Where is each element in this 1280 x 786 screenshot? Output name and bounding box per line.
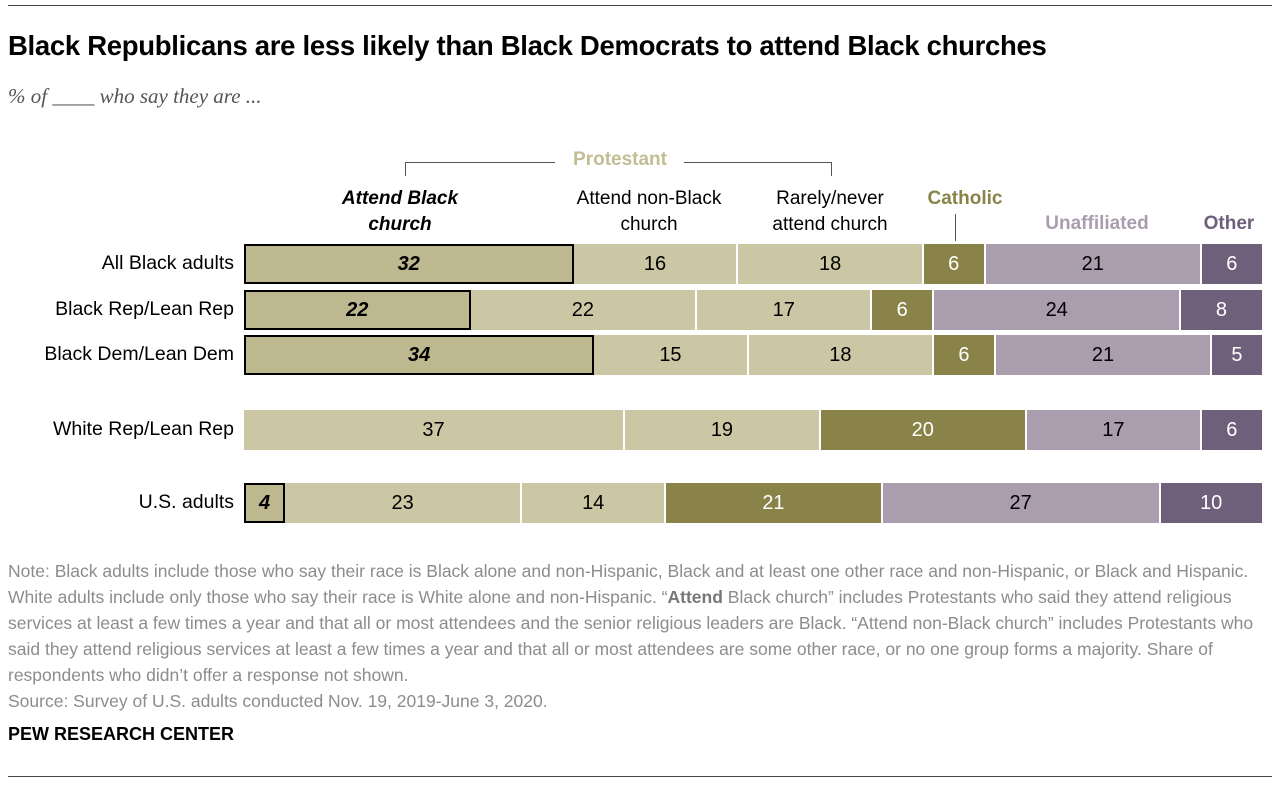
bar-segment-unaffiliated: 21 [995, 335, 1211, 375]
row-label: Black Rep/Lean Rep [55, 298, 234, 320]
row-label: Black Dem/Lean Dem [44, 343, 234, 365]
data-label: 8 [1215, 298, 1228, 321]
bar-segment-attend-non-black-church: 37 [244, 410, 624, 450]
data-label: 6 [1226, 252, 1238, 275]
source-text: Source: Survey of U.S. adults conducted … [8, 691, 548, 711]
header-other: Other [1203, 213, 1255, 234]
data-label: 14 [582, 491, 605, 514]
bar-segment-rarely-never-attend-church: 18 [738, 244, 922, 284]
bar-segment-attend-black-church: 22 [244, 290, 471, 330]
note-text-rest: Black church” includes Protestants who s… [8, 587, 1254, 685]
data-label: 5 [1231, 343, 1243, 366]
data-label: 17 [1102, 418, 1125, 441]
note-bold: Attend [667, 587, 723, 607]
protestant-group-label: Protestant [573, 149, 667, 170]
data-label: 15 [659, 343, 682, 366]
header-line: Rarely/never [776, 188, 884, 209]
top-rule [8, 5, 1272, 6]
data-label: 27 [1009, 491, 1032, 514]
bar-segment-catholic: 21 [666, 483, 881, 523]
bar-segment-catholic: 6 [934, 335, 994, 375]
bar-segment-other: 8 [1181, 290, 1262, 330]
bar-segment-attend-black-church: 32 [244, 244, 574, 284]
data-label: 18 [829, 343, 852, 366]
data-label: 37 [422, 418, 445, 441]
bar-segment-attend-non-black-church: 16 [573, 244, 737, 284]
data-label: 10 [1200, 491, 1223, 514]
data-label: 6 [1226, 418, 1238, 441]
bar-segment-attend-non-black-church: 15 [594, 335, 747, 375]
bar-segment-unaffiliated: 27 [882, 483, 1159, 523]
bar-segment-rarely-never-attend-church: 17 [697, 290, 871, 330]
header-catholic: Catholic [927, 188, 1003, 209]
header-rarely-never: Rarely/never attend church [772, 186, 887, 238]
bar-segment-unaffiliated: 17 [1026, 410, 1200, 450]
data-label: 20 [911, 418, 934, 441]
header-line: church [368, 214, 432, 235]
header-line: church [620, 214, 678, 235]
header-line: attend church [772, 214, 888, 235]
note-text: Note: Black adults include those who say… [8, 561, 1249, 607]
protestant-bracket-left-tick [405, 162, 406, 176]
data-label: 23 [391, 491, 414, 514]
bar-segment-other: 6 [1201, 244, 1262, 284]
bar-segment-other: 10 [1160, 483, 1262, 523]
bar-segment-catholic: 20 [820, 410, 1025, 450]
header-unaffiliated: Unaffiliated [1045, 213, 1149, 234]
bar-segment-rarely-never-attend-church: 18 [748, 335, 933, 375]
protestant-bracket-right [684, 162, 832, 163]
bar-segment-catholic: 6 [872, 290, 933, 330]
bar-segment-rarely-never-attend-church: 14 [522, 483, 665, 523]
chart-subtitle: % of ____ who say they are ... [8, 84, 262, 108]
header-line: Attend Black [341, 188, 459, 209]
bar-segment-other: 5 [1212, 335, 1262, 375]
row-label: U.S. adults [138, 491, 234, 513]
notes: Note: Black adults include those who say… [8, 558, 1278, 714]
bar-segment-attend-black-church: 34 [244, 335, 595, 375]
row-label: White Rep/Lean Rep [52, 418, 234, 440]
data-label: 34 [407, 343, 431, 366]
protestant-bracket-left [405, 162, 555, 163]
data-label: 17 [772, 298, 795, 321]
protestant-bracket-right-tick [831, 162, 832, 176]
data-label: 22 [571, 298, 595, 321]
data-label: 6 [896, 298, 908, 321]
data-label: 4 [259, 491, 271, 514]
bar-segment-attend-non-black-church: 23 [285, 483, 521, 523]
row-label: All Black adults [101, 252, 234, 274]
data-label: 6 [958, 343, 970, 366]
header-line: Attend non-Black [576, 188, 722, 209]
header-attend-black-church: Attend Black church [342, 186, 458, 238]
data-label: 16 [643, 252, 667, 275]
bar-segment-other: 6 [1201, 410, 1262, 450]
data-label: 21 [1091, 343, 1115, 366]
header-attend-non-black-church: Attend non-Black church [577, 186, 722, 238]
bottom-rule [8, 776, 1272, 777]
bar-segment-unaffiliated: 21 [985, 244, 1200, 284]
data-label: 6 [948, 252, 960, 275]
data-label: 18 [818, 252, 842, 275]
data-label: 19 [710, 418, 734, 441]
data-label: 32 [397, 252, 420, 275]
data-label: 22 [346, 298, 369, 321]
brand-logo-text: PEW RESEARCH CENTER [8, 724, 235, 744]
data-label: 24 [1045, 298, 1068, 321]
data-label: 21 [762, 491, 785, 514]
data-label: 21 [1081, 252, 1104, 275]
bar-segment-unaffiliated: 24 [934, 290, 1180, 330]
bar-segment-rarely-never-attend-church: 19 [625, 410, 819, 450]
chart-title: Black Republicans are less likely than B… [8, 30, 1047, 61]
bar-segment-attend-non-black-church: 22 [470, 290, 696, 330]
bar-segment-attend-black-church: 4 [244, 483, 286, 523]
bar-segment-catholic: 6 [923, 244, 984, 284]
catholic-leader-line [955, 214, 956, 241]
